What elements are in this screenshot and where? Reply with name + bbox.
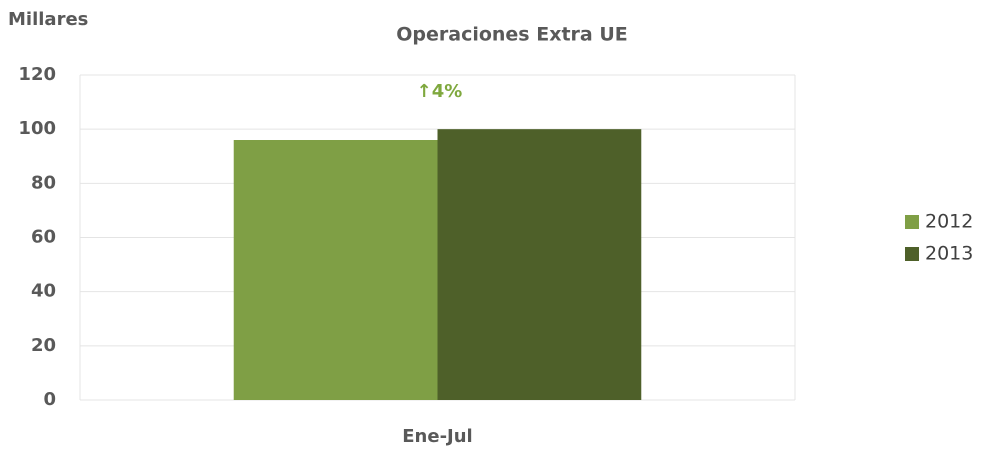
y-tick-label: 60 <box>31 227 56 248</box>
chart-title: Operaciones Extra UE <box>396 24 628 46</box>
x-tick-label: Ene-Jul <box>402 426 472 447</box>
y-tick-label: 80 <box>31 172 56 193</box>
annotation: ↑4% <box>417 81 463 102</box>
bar <box>233 140 438 400</box>
y-tick-label: 120 <box>18 64 56 85</box>
legend-label: 2013 <box>925 243 973 265</box>
bar <box>437 129 642 400</box>
y-tick-label: 0 <box>43 389 56 410</box>
legend-label: 2012 <box>925 211 973 233</box>
y-tick-label: 20 <box>31 335 56 356</box>
legend-swatch <box>905 247 919 261</box>
y-axis-label: Millares <box>8 9 88 30</box>
legend-swatch <box>905 215 919 229</box>
y-tick-label: 100 <box>18 118 56 139</box>
y-tick-label: 40 <box>31 281 56 302</box>
